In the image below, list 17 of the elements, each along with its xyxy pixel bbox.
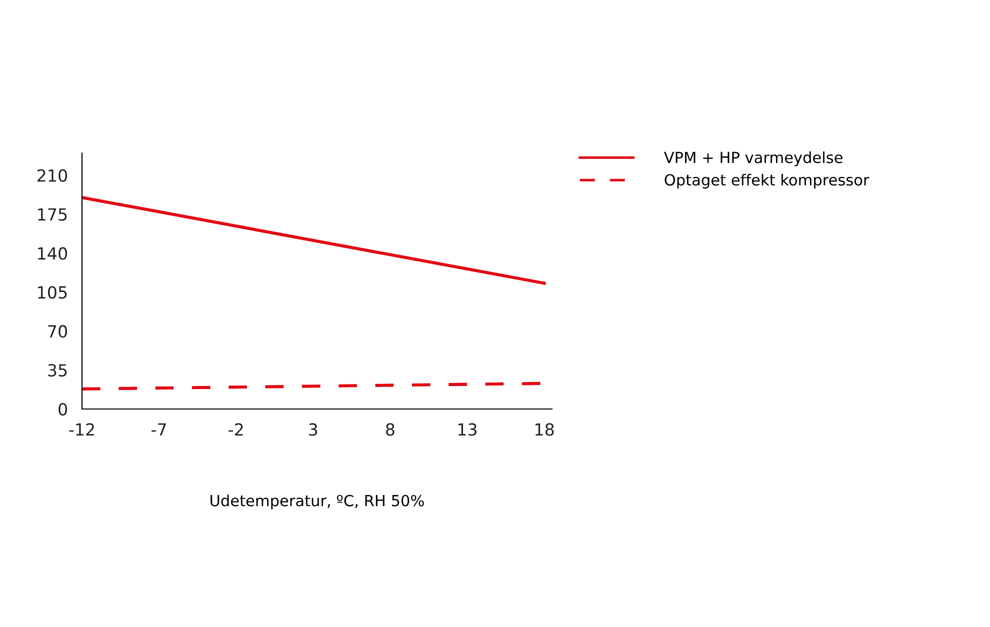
legend-label: VPM + HP varmeydelse	[664, 151, 842, 166]
y-tick-label: 175	[38, 208, 67, 221]
legend-label: Optaget effekt kompressor	[664, 174, 870, 189]
x-tick-label: 13	[458, 423, 477, 436]
x-tick-label: 8	[386, 423, 394, 436]
y-tick-label: 105	[38, 286, 67, 299]
y-tick-label: 140	[38, 247, 68, 260]
x-tick-label: -12	[69, 423, 94, 436]
x-tick-label: 3	[309, 423, 318, 436]
x-tick-label: -2	[228, 423, 243, 436]
y-tick-label: 35	[48, 364, 67, 377]
x-axis-title: Udetemperatur, ºC, RH 50%	[210, 494, 424, 510]
x-tick-label: -7	[152, 423, 166, 436]
x-tick-label: 18	[536, 423, 554, 436]
y-tick-label: 210	[38, 169, 68, 182]
y-tick-label: 70	[48, 325, 68, 338]
y-tick-label: 0	[58, 402, 68, 416]
